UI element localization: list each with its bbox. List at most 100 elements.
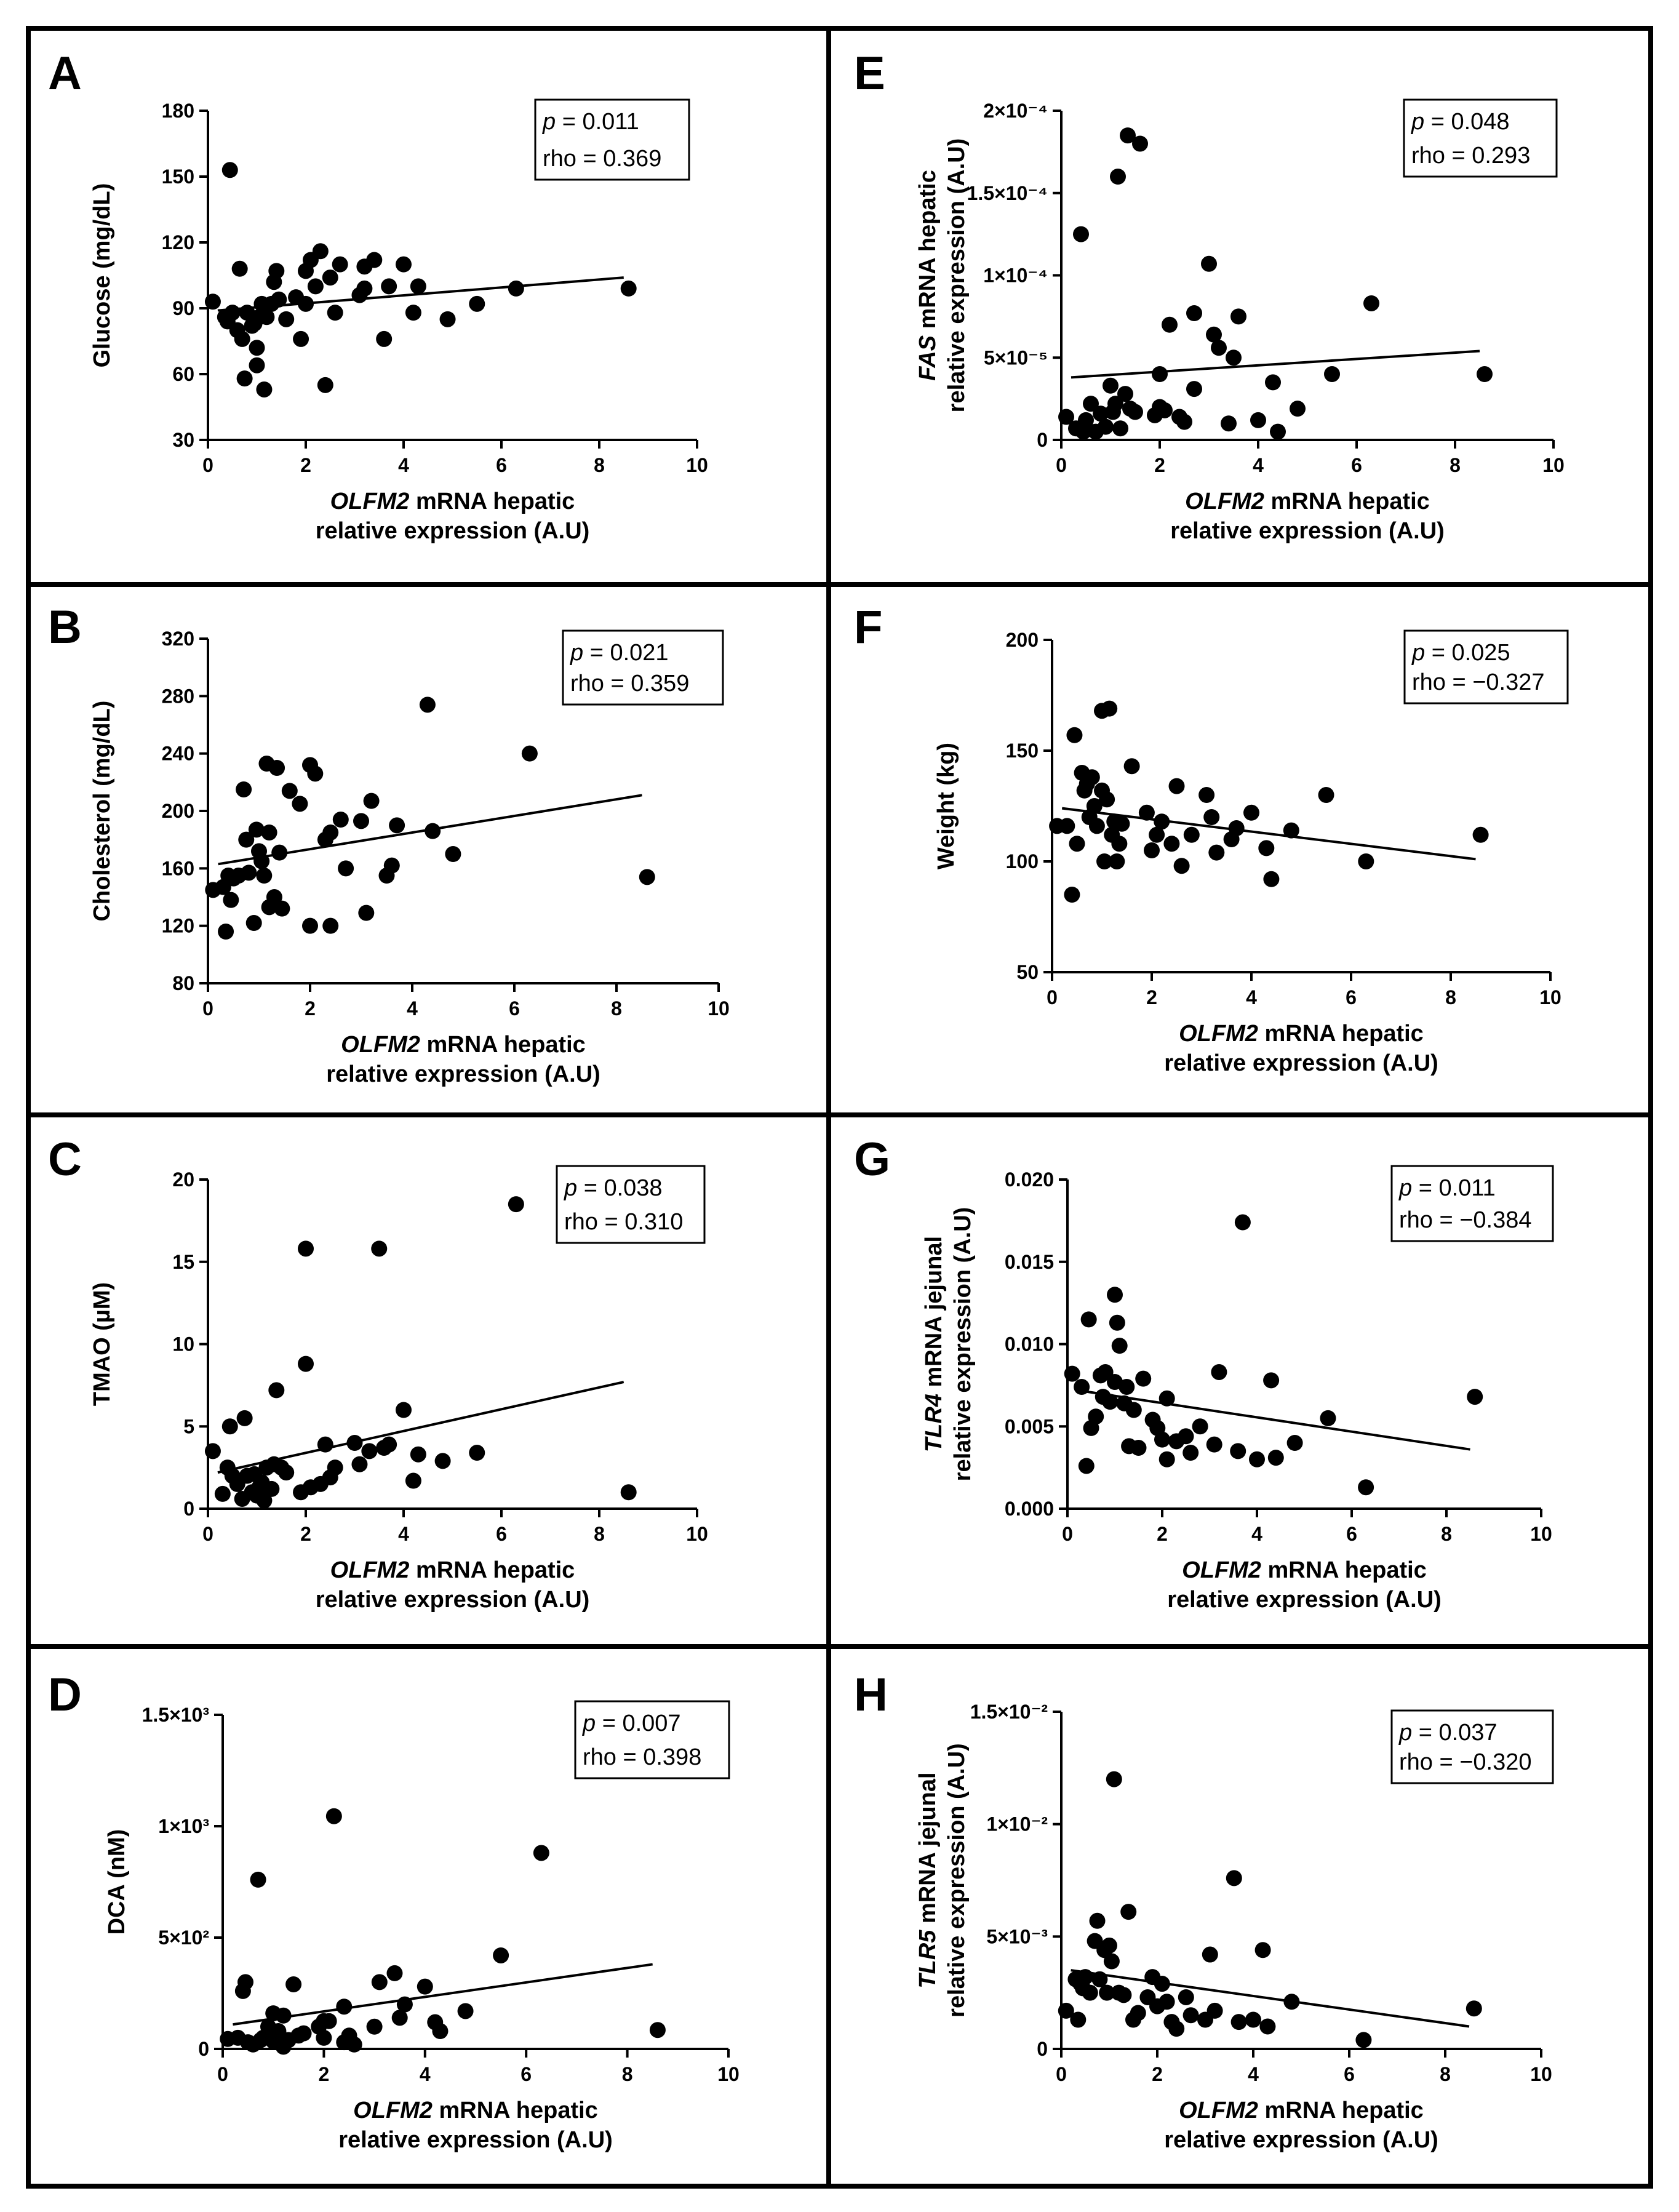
data-point (361, 1443, 378, 1459)
x-tick-label: 10 (1542, 454, 1565, 476)
x-tick-label: 10 (686, 454, 708, 476)
data-point (363, 793, 380, 809)
stats-box (1390, 1165, 1554, 1242)
data-point (371, 1240, 388, 1257)
data-point (1318, 787, 1334, 803)
data-point (1267, 1450, 1284, 1466)
data-point (1320, 1410, 1336, 1426)
y-tick-label: 0.015 (1005, 1251, 1054, 1273)
data-point (457, 2003, 474, 2019)
y-axis-title-line2: relative expression (A.U) (944, 138, 970, 413)
data-point (307, 278, 324, 295)
p-value-text: p = 0.021 (570, 640, 669, 666)
p-value: = 0.025 (1425, 640, 1510, 666)
data-point (1358, 853, 1374, 869)
x-tick-label: 4 (1253, 454, 1264, 476)
x-axis-title: OLFM2 mRNA hepatic (1185, 489, 1430, 514)
x-axis-title: OLFM2 mRNA hepatic (353, 2098, 598, 2123)
data-point (410, 278, 426, 295)
data-point (1355, 2032, 1372, 2048)
panel-a: A 0 2 4 6 8 10 30 60 90 120 150 180 OLFM2 mRNA hepati… (48, 47, 708, 544)
p-value: = 0.011 (556, 109, 639, 135)
data-point (325, 1808, 342, 1824)
data-point (405, 305, 421, 321)
data-point (1467, 1389, 1483, 1405)
data-point (332, 256, 348, 273)
data-point (1125, 1402, 1142, 1418)
data-point (237, 1974, 253, 1990)
y-tick-label: 0.005 (1005, 1415, 1054, 1437)
data-point (1080, 1311, 1097, 1328)
data-point (221, 162, 238, 178)
data-point (221, 1418, 238, 1435)
data-point (1466, 2000, 1482, 2017)
data-point (1109, 1314, 1125, 1331)
y-axis-title: Cholesterol (mg/dL) (89, 701, 115, 922)
y-axis-title: TLR5 mRNA jejunal (915, 1772, 941, 1988)
data-point (1119, 1379, 1135, 1395)
x-tick-label: 4 (398, 1523, 409, 1545)
data-point (256, 1492, 273, 1509)
p-symbol: p (1398, 1175, 1412, 1201)
data-point (1069, 836, 1085, 852)
regression-line (1061, 807, 1476, 861)
x-tick-label: 6 (520, 2063, 532, 2085)
y-tick-label: 50 (1016, 961, 1039, 983)
y-axis-title-text: TMAO (µM) (89, 1282, 115, 1406)
stats-box (556, 1165, 706, 1244)
x-tick-label: 0 (1062, 1523, 1073, 1545)
p-value: = 0.048 (1424, 109, 1509, 135)
y-axis-title: DCA (nM) (104, 1829, 130, 1935)
data-point (417, 1978, 433, 1995)
x-tick-label: 8 (594, 1523, 605, 1545)
data-point (410, 1446, 426, 1463)
x-tick-label: 8 (1445, 986, 1456, 1008)
y-tick-label: 5 (183, 1415, 194, 1437)
data-point (295, 2025, 312, 2042)
data-point (1082, 1984, 1098, 2001)
x-axis-title-line2: relative expression (A.U) (1170, 518, 1445, 544)
x-axis-title-text: mRNA hepatic (409, 1557, 575, 1583)
x-tick-label: 2 (300, 454, 311, 476)
data-point (346, 2036, 362, 2053)
data-point (204, 1443, 221, 1459)
data-point (1102, 1394, 1119, 1410)
data-point (204, 293, 221, 310)
p-value: = 0.007 (596, 1711, 680, 1736)
data-point (236, 781, 252, 797)
x-tick-label: 8 (1441, 1523, 1452, 1545)
y-tick-label: 1.5×10⁻⁴ (967, 182, 1048, 204)
x-axis-title-line2: relative expression (A.U) (316, 1587, 590, 1613)
stats-box (1403, 98, 1558, 178)
data-point (1203, 809, 1220, 825)
data-point (278, 311, 295, 327)
x-tick-label: 0 (202, 1523, 213, 1545)
data-point (1358, 1479, 1374, 1496)
data-point (1078, 1458, 1095, 1474)
regression-line (233, 1963, 653, 2026)
data-point (1103, 377, 1119, 394)
x-tick-label: 10 (717, 2063, 740, 2085)
data-point (1206, 2002, 1223, 2019)
data-point (358, 904, 375, 921)
data-point (371, 1974, 388, 1990)
data-point (236, 370, 253, 387)
x-tick-label: 0 (217, 2063, 228, 2085)
x-tick-label: 10 (708, 997, 730, 1020)
data-point (346, 1435, 363, 1451)
data-point (298, 295, 314, 312)
data-point (249, 357, 265, 373)
y-tick-label: 320 (162, 628, 194, 650)
data-point (1101, 1937, 1117, 1954)
x-axis-title-gene: OLFM2 (1182, 1557, 1261, 1583)
data-point (1263, 1372, 1280, 1389)
y-axis-title-line2: relative expression (A.U) (950, 1207, 976, 1482)
data-point (241, 864, 257, 881)
y-tick-label: 0.010 (1005, 1333, 1054, 1356)
data-point (250, 1871, 266, 1888)
x-tick-label: 0 (202, 997, 213, 1020)
y-tick-label: 1.5×10⁻² (970, 1701, 1048, 1723)
data-point (1154, 1976, 1170, 1992)
data-point (639, 869, 655, 885)
data-point (1074, 1379, 1090, 1395)
